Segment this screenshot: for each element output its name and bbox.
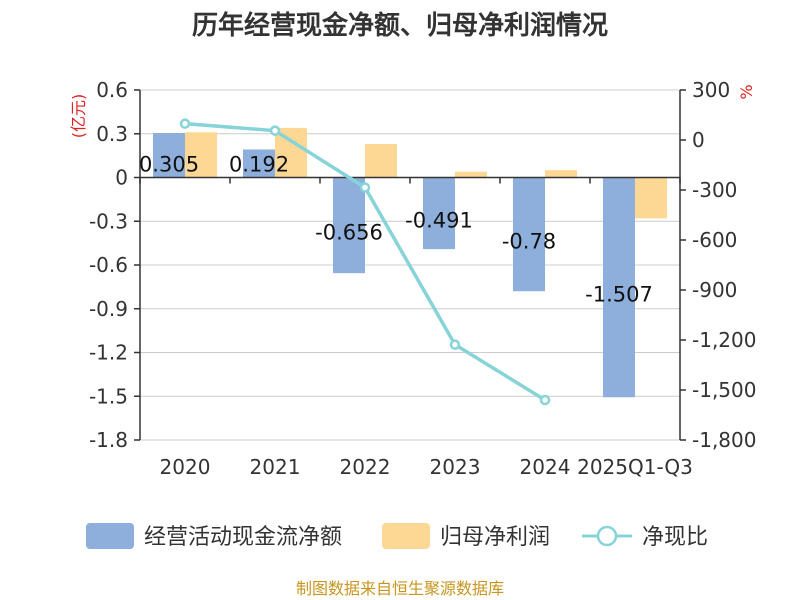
right-axis-tick-label: 0 (692, 128, 705, 152)
left-axis-tick-label: -1.5 (89, 384, 128, 408)
chart-title: 历年经营现金净额、归母净利润情况 (192, 10, 608, 41)
left-axis-tick-label: 0 (115, 166, 128, 190)
ratio-line-layer (179, 118, 551, 406)
net-profit-bar (455, 171, 487, 178)
net-profit-bar (185, 132, 217, 178)
left-axis-tick-label: -0.9 (89, 297, 128, 321)
legend-marker-ratio (596, 525, 618, 547)
cashflow-data-label: 0.192 (229, 153, 289, 177)
x-axis-tick-label: 2020 (160, 455, 211, 479)
ratio-point (449, 339, 461, 350)
bar-series-layer (153, 127, 667, 398)
legend-label-ratio: 净现比 (642, 525, 708, 550)
data-labels: 0.305 0.192 -0.656 -0.491 -0.78 -1.507 (139, 153, 653, 307)
right-axis-tick-label: -900 (692, 278, 737, 302)
x-axis-tick-label: 2025Q1-Q3 (577, 455, 693, 479)
left-axis-tick-label: -1.2 (89, 341, 128, 365)
left-axis-unit: (亿元) (69, 94, 88, 139)
net-profit-bar (635, 177, 667, 219)
x-axis-tick-label: 2023 (430, 455, 481, 479)
legend-label-cashflow: 经营活动现金流净额 (144, 525, 342, 550)
right-axis-tick-label: -600 (692, 228, 737, 252)
cashflow-bar (603, 177, 635, 398)
cashflow-bar (243, 149, 275, 178)
x-axis-tick-label: 2021 (250, 455, 301, 479)
right-axis-tick-label: -1,200 (692, 328, 756, 352)
left-axis-tick-label: 0.3 (96, 122, 128, 146)
axes: 0.6 0.3 0 -0.3 -0.6 -0.9 -1.2 -1.5 -1.8 300 0 -300 -… (89, 78, 757, 479)
cashflow-bar (153, 133, 185, 178)
right-axis-tick-label: -1,800 (692, 428, 756, 452)
right-axis-tick-label: 300 (692, 78, 730, 102)
legend: 经营活动现金流净额 归母净利润 净现比 (86, 523, 708, 550)
right-axis-tick-label: -300 (692, 178, 737, 202)
x-axis-tick-label: 2022 (340, 455, 391, 479)
cashflow-data-label: -1.507 (585, 282, 653, 306)
ratio-point (359, 182, 371, 193)
ratio-point (269, 125, 281, 136)
cashflow-data-label: 0.305 (139, 153, 199, 177)
source-note: 制图数据来自恒生聚源数据库 (296, 579, 504, 598)
net-profit-bar (545, 170, 577, 178)
cashflow-bar (333, 177, 365, 274)
ratio-point (539, 394, 551, 406)
net-profit-bar (365, 143, 397, 178)
legend-swatch-cashflow (86, 523, 134, 549)
cashflow-bar (423, 177, 455, 250)
right-axis-tick-label: -1,500 (692, 378, 756, 402)
cashflow-data-label: -0.656 (315, 220, 383, 244)
left-axis-tick-label: -0.3 (89, 209, 128, 233)
cashflow-data-label: -0.78 (502, 229, 556, 253)
cashflow-data-label: -0.491 (405, 208, 473, 232)
x-axis-tick-label: 2024 (520, 455, 571, 479)
left-axis-tick-label: 0.6 (96, 78, 128, 102)
legend-swatch-net-profit (382, 523, 430, 549)
net-profit-bar (275, 127, 307, 178)
left-axis-tick-label: -0.6 (89, 253, 128, 277)
left-axis-tick-label: -1.8 (89, 428, 128, 452)
right-axis-unit: % (737, 84, 756, 99)
cashflow-bar (513, 177, 545, 292)
ratio-point (179, 118, 191, 129)
legend-label-net-profit: 归母净利润 (440, 525, 550, 550)
